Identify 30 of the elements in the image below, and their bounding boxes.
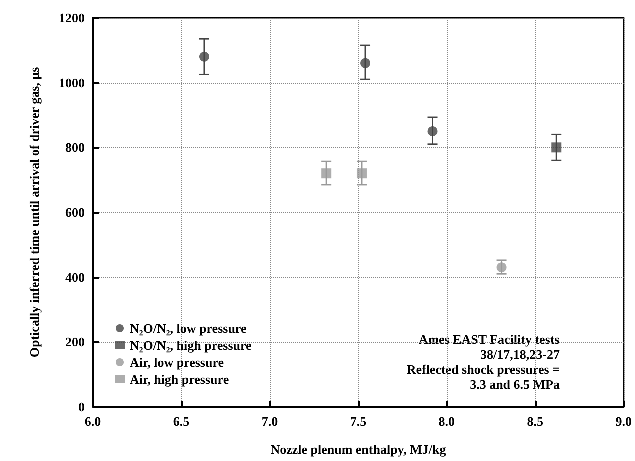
point	[552, 142, 562, 153]
y-axis-title: Optically inferred time until arrival of driver gas, μs	[27, 67, 42, 358]
point	[199, 52, 210, 62]
y-tick-label: 200	[66, 334, 85, 350]
y-tick-label: 0	[78, 400, 85, 414]
point	[428, 126, 438, 136]
x-tick-label: 7.0	[262, 414, 278, 429]
y-tick-label: 800	[66, 140, 85, 156]
x-tick-label: 9.0	[616, 414, 632, 429]
annotation: 3.3 and 6.5 MPa	[464, 377, 560, 392]
x-axis-title: Nozzle plenum enthalpy, MJ/kg	[270, 442, 447, 457]
x-tick-label: 6.5	[173, 414, 190, 429]
point	[360, 58, 371, 68]
legend-label: Air, high pressure	[130, 372, 230, 387]
y-tick-label: 600	[66, 205, 85, 220]
x-tick-label: 8.0	[438, 414, 456, 429]
point	[322, 168, 332, 179]
point	[496, 262, 507, 273]
y-tick-label: 400	[66, 270, 85, 285]
point	[356, 168, 367, 179]
legend-label: N₂O/N₂, high pressure	[130, 338, 252, 353]
legend-label: Air, low pressure	[130, 355, 224, 370]
y-tick-label: 1200	[59, 10, 85, 26]
x-tick-label: 7.5	[350, 414, 368, 429]
annotation: Reflected shock pressures =	[406, 362, 560, 377]
annotation: 38/17,18,23-27	[474, 347, 560, 362]
x-tick-label: 6.0	[84, 414, 102, 429]
y-tick-label: 1000	[59, 75, 85, 90]
x-tick-label: 8.5	[527, 414, 544, 429]
legend-label: N₂O/N₂, low pressure	[130, 321, 247, 336]
